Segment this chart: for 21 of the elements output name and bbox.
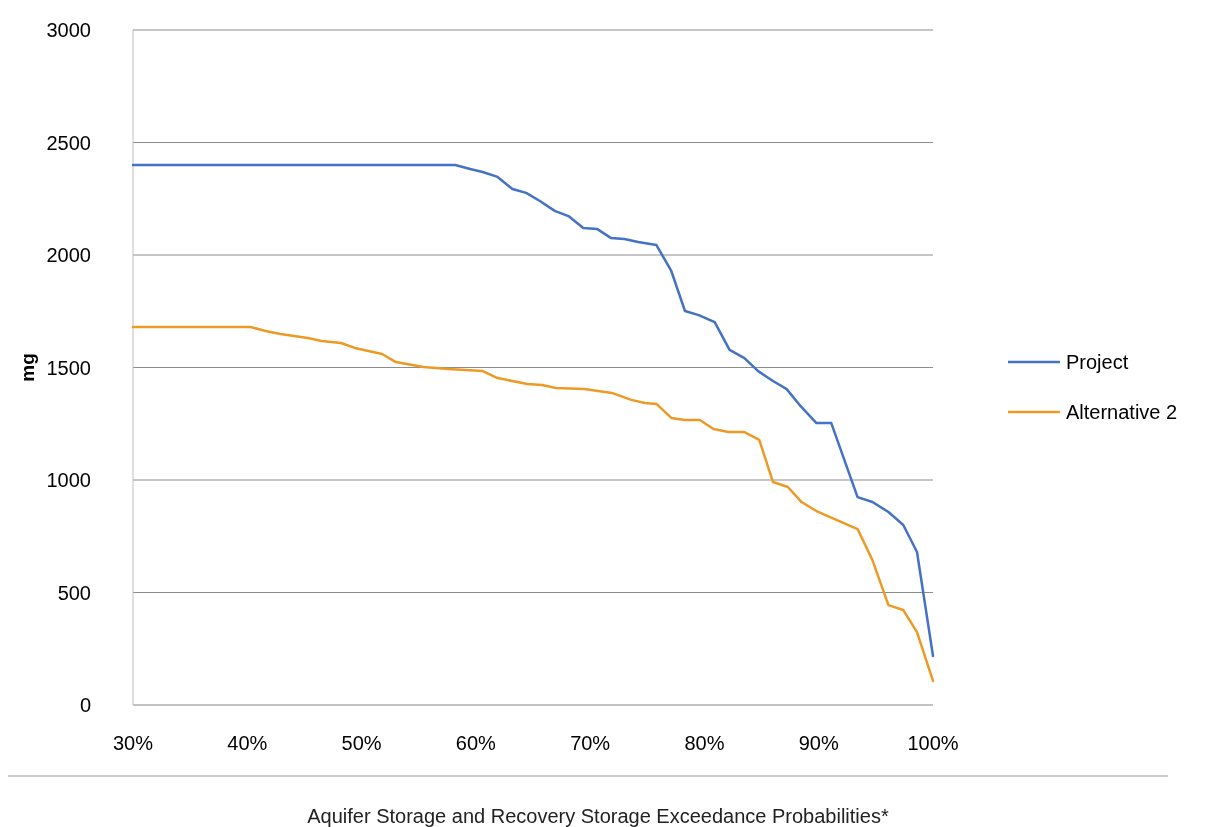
- y-tick-label: 3000: [46, 19, 91, 41]
- x-tick-label: 80%: [684, 732, 725, 754]
- line-series: [131, 163, 935, 658]
- line-series: [131, 325, 935, 683]
- y-tick-label: 500: [57, 581, 91, 604]
- x-tick-label: 90%: [798, 732, 839, 754]
- y-tick-label: 1000: [46, 469, 91, 491]
- y-axis-title: mg: [17, 353, 38, 382]
- legend-label: Project: [1066, 351, 1129, 373]
- x-tick-label: 50%: [341, 732, 382, 754]
- x-tick-label: 70%: [570, 732, 611, 754]
- y-tick-label: 2000: [46, 244, 91, 266]
- y-tick-label: 1500: [46, 356, 91, 379]
- x-axis-title: Aquifer Storage and Recovery Storage Exceedance Probabilities*: [307, 805, 889, 827]
- y-tick-label: 2500: [46, 131, 91, 154]
- legend-label: Alternative 2: [1066, 401, 1178, 423]
- x-tick-label: 40%: [227, 732, 268, 754]
- x-tick-label: 60%: [455, 732, 497, 754]
- x-tick-label: 30%: [112, 732, 154, 754]
- x-tick-label: 100%: [907, 732, 959, 754]
- y-tick-label: 0: [79, 694, 91, 716]
